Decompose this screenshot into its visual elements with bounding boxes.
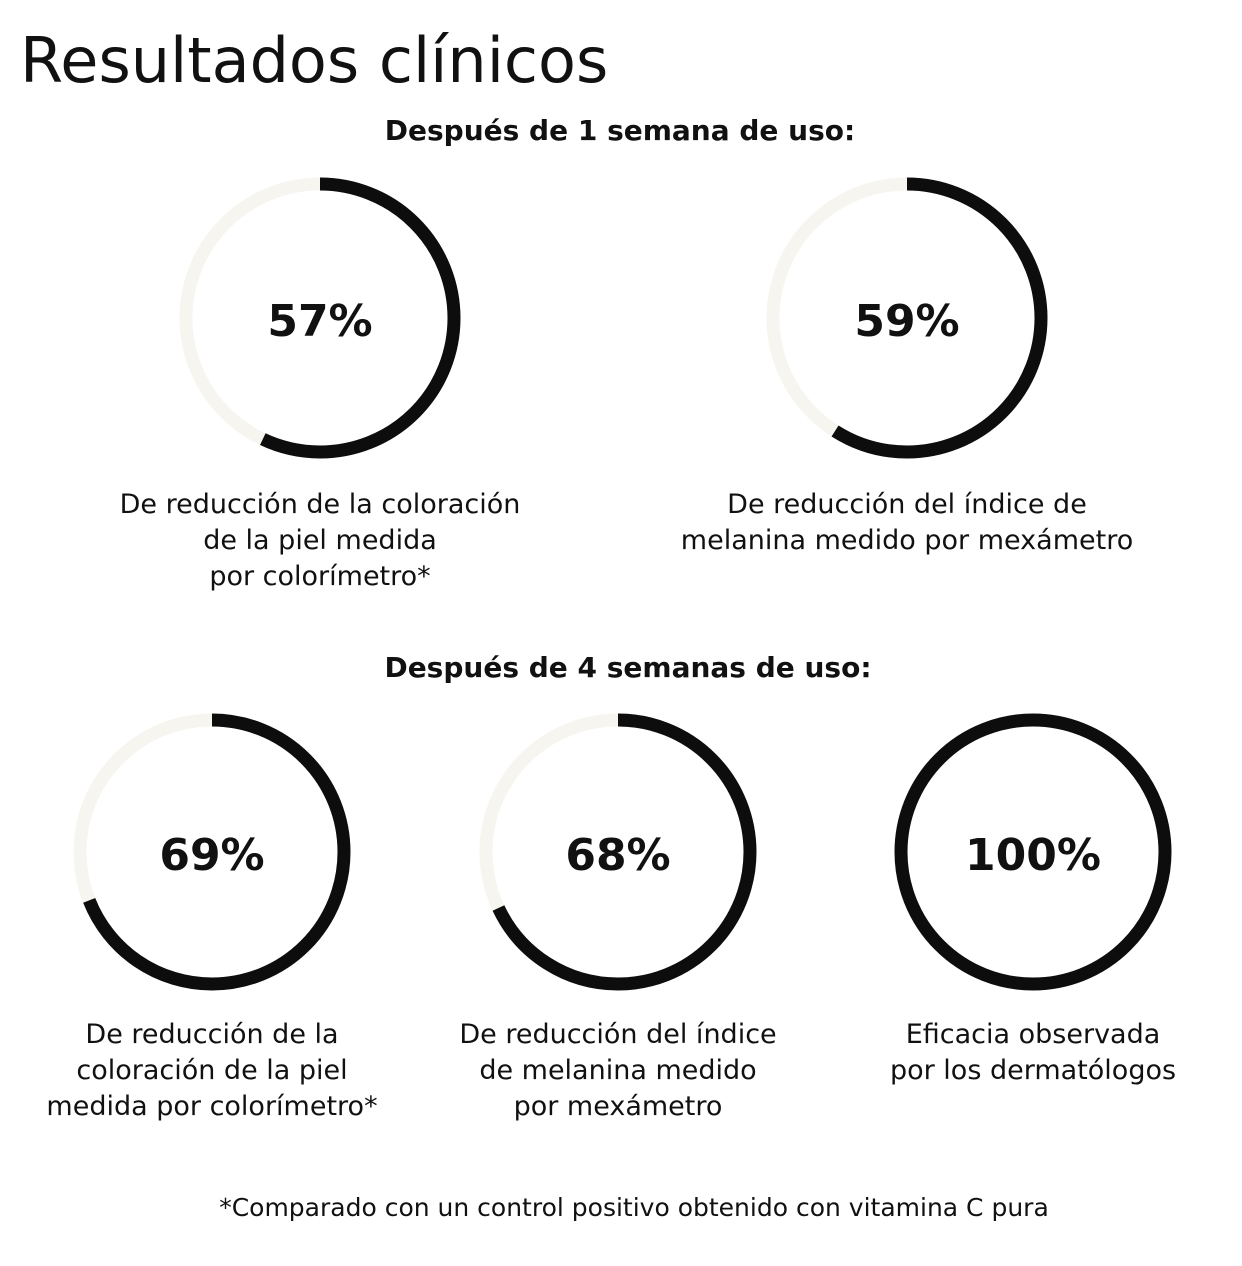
value-label: 59% [854, 296, 959, 347]
value-label: 68% [565, 830, 670, 881]
page-title: Resultados clínicos [20, 24, 608, 97]
caption-line: de melanina medido [479, 1055, 756, 1086]
caption-line: melanina medido por mexámetro [681, 525, 1133, 556]
ring-progress [766, 177, 1048, 459]
section-heading: Después de 4 semanas de uso: [384, 651, 871, 684]
caption-line: De reducción de la [85, 1019, 338, 1050]
value-label: 69% [159, 830, 264, 881]
ring-progress [479, 713, 757, 991]
value-label: 57% [267, 296, 372, 347]
caption-line: coloración de la piel [76, 1055, 347, 1086]
ring-progress [73, 713, 351, 991]
caption-line: De reducción de la coloración [120, 489, 521, 520]
caption-line: de la piel medida [203, 525, 437, 556]
section-heading: Después de 1 semana de uso: [385, 114, 855, 147]
ring-progress [894, 713, 1172, 991]
caption-line: por mexámetro [514, 1091, 723, 1122]
caption-line: De reducción del índice [459, 1019, 776, 1050]
caption-line: por los dermatólogos [890, 1055, 1176, 1086]
ring-progress [179, 177, 461, 459]
caption-line: De reducción del índice de [727, 489, 1087, 520]
value-label: 100% [965, 830, 1101, 881]
caption-line: medida por colorímetro* [46, 1091, 377, 1122]
footnote: *Comparado con un control positivo obten… [219, 1193, 1049, 1222]
caption-line: por colorímetro* [209, 561, 430, 592]
caption-line: Eficacia observada [906, 1019, 1161, 1050]
